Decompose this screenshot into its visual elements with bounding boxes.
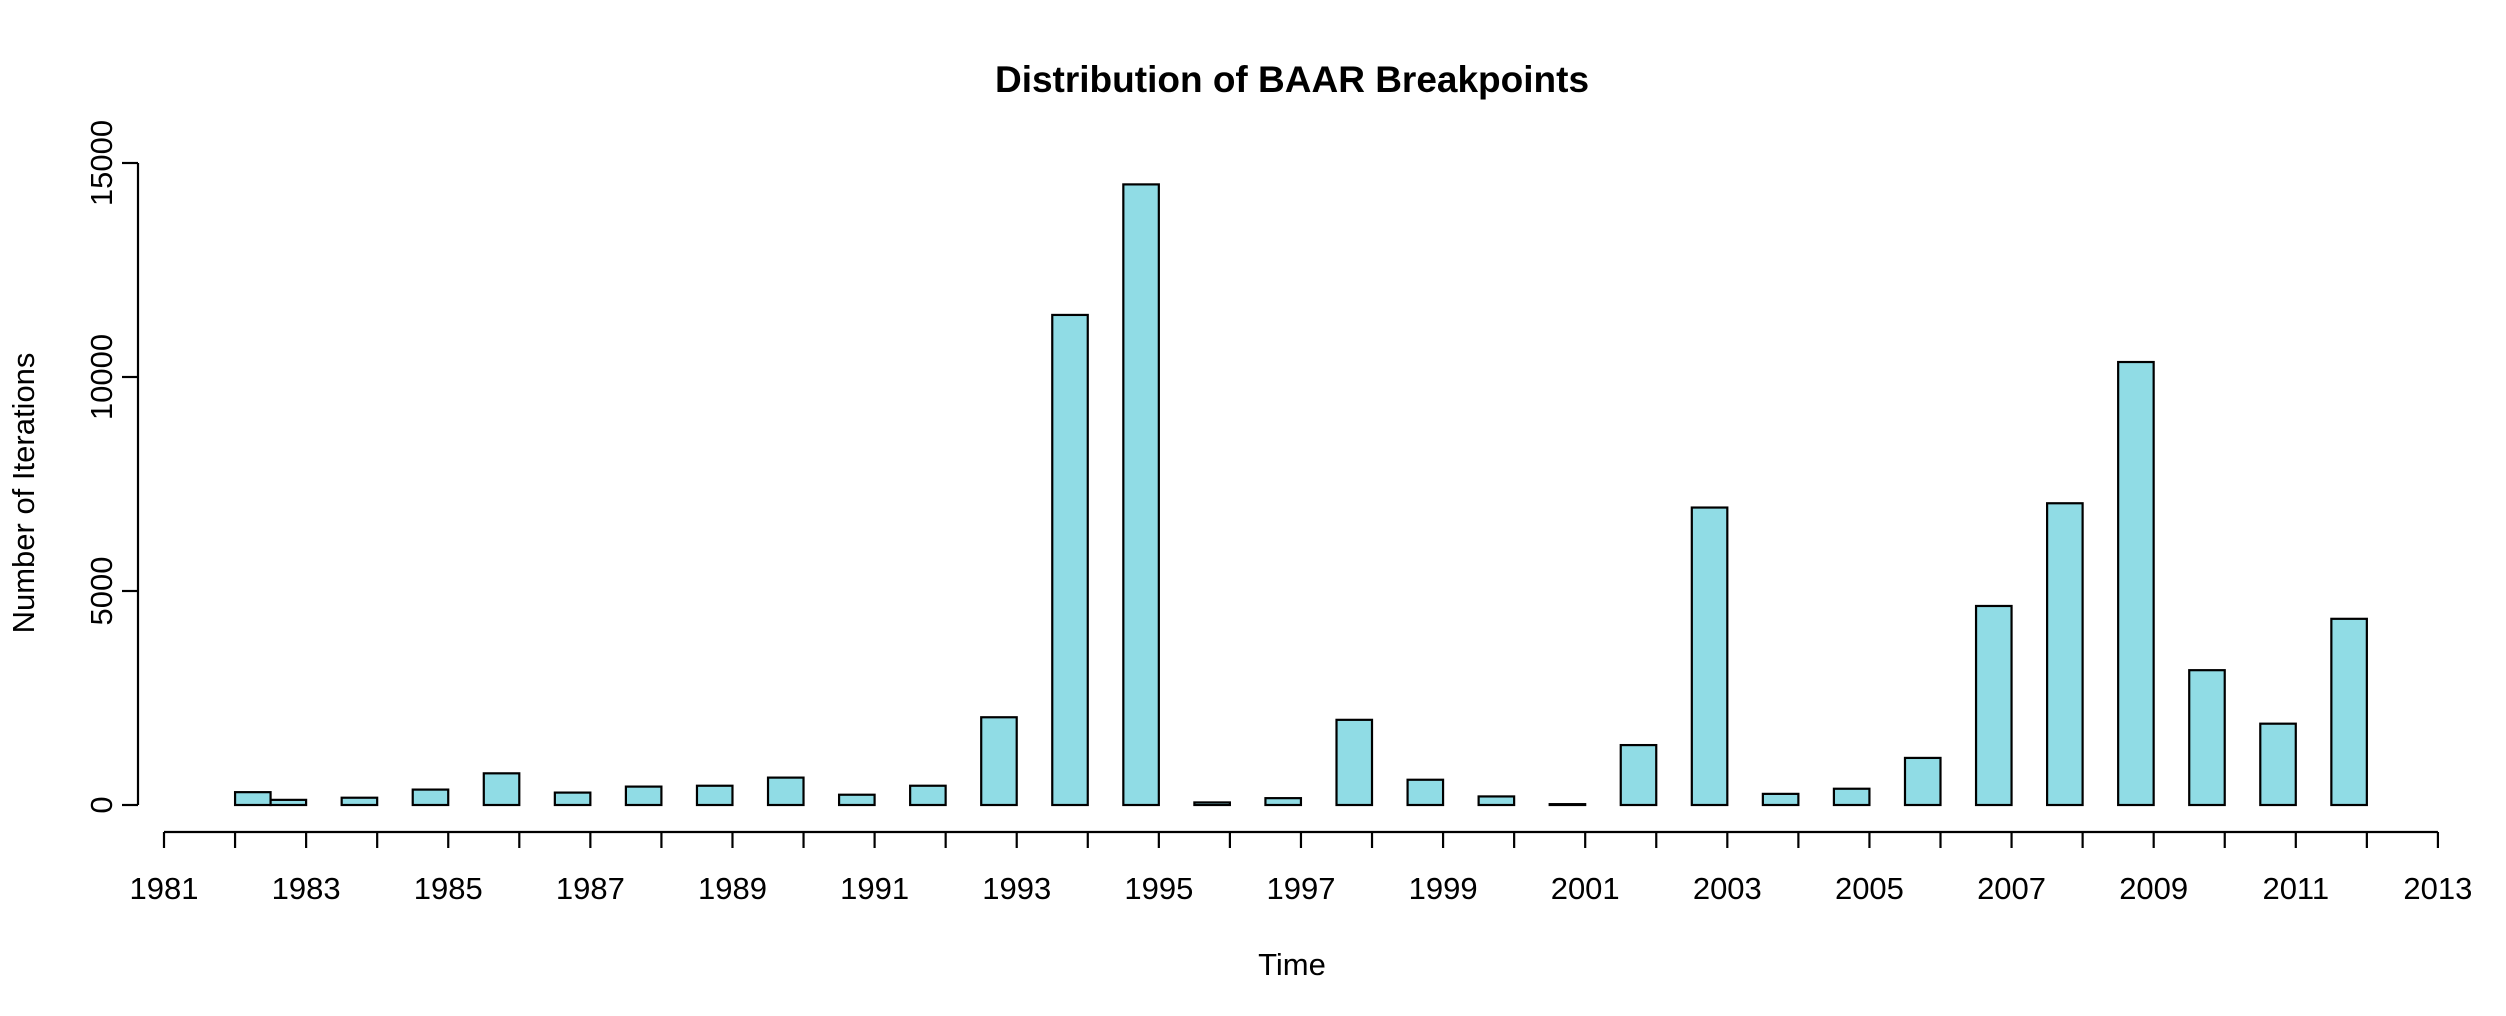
bar-28 — [2188, 669, 2226, 807]
bar-30 — [2330, 617, 2368, 807]
x-axis-label: Time — [1258, 947, 1326, 982]
x-tick-label: 1995 — [1124, 871, 1193, 906]
bar-18 — [1477, 795, 1516, 807]
bar-15 — [1264, 797, 1303, 807]
bar-5 — [553, 791, 592, 807]
bar-14 — [1193, 801, 1231, 807]
bar-16 — [1335, 718, 1374, 807]
x-tick-label: 2011 — [2262, 871, 2329, 906]
x-tick-label: 1985 — [414, 871, 483, 906]
y-axis: 0 5000 10000 15000 — [84, 120, 140, 814]
bar-26 — [2046, 502, 2084, 807]
bar-3 — [411, 788, 450, 807]
bar-4 — [482, 772, 521, 807]
x-tick-label: 2007 — [1977, 871, 2046, 906]
x-tick-label: 1993 — [982, 871, 1051, 906]
y-tick-label: 0 — [84, 796, 119, 813]
bar-13 — [1122, 183, 1160, 807]
bar-17 — [1406, 778, 1445, 807]
bar-6 — [624, 785, 663, 807]
x-tick-label: 1981 — [130, 871, 199, 906]
bar-19 — [1548, 803, 1587, 807]
x-tick-label: 2009 — [2119, 871, 2188, 906]
x-tick-label: 2005 — [1835, 871, 1904, 906]
bar-7 — [695, 784, 734, 807]
bar-25 — [1974, 604, 2013, 807]
bar-24 — [1903, 756, 1942, 807]
y-axis-label: Number of Iterations — [6, 353, 41, 634]
bar-20 — [1619, 743, 1658, 807]
bar-8 — [766, 776, 805, 807]
bar-12 — [1051, 313, 1089, 807]
x-tick-label: 2013 — [2403, 871, 2472, 906]
bar-9 — [837, 793, 876, 807]
x-tick-label: 1999 — [1409, 871, 1478, 906]
bar-22 — [1761, 792, 1800, 807]
x-tick-label: 1997 — [1266, 871, 1335, 906]
y-tick-label: 15000 — [84, 120, 119, 206]
x-tick-label: 1991 — [840, 871, 909, 906]
x-axis: 1981 1983 1985 1987 1989 1991 1993 1995 1997 1999… — [130, 830, 2472, 906]
x-tick-label: 1983 — [272, 871, 341, 906]
bars-group — [233, 183, 2368, 807]
bar-21 — [1690, 506, 1729, 807]
bar-10 — [909, 784, 947, 807]
bar-27 — [2117, 360, 2155, 807]
bar-2 — [340, 796, 379, 807]
bar-0 — [233, 791, 272, 807]
x-tick-label: 1987 — [556, 871, 625, 906]
bar-1 — [269, 798, 308, 807]
y-tick-label: 10000 — [84, 334, 119, 420]
x-tick-label: 1989 — [698, 871, 767, 906]
x-tick-label: 2001 — [1551, 871, 1620, 906]
bar-23 — [1832, 787, 1871, 807]
chart-title: Distribution of BAAR Breakpoints — [995, 59, 1589, 100]
y-tick-label: 5000 — [84, 557, 119, 626]
bar-29 — [2259, 722, 2297, 807]
x-tick-label: 2003 — [1693, 871, 1762, 906]
bar-11 — [980, 716, 1018, 807]
